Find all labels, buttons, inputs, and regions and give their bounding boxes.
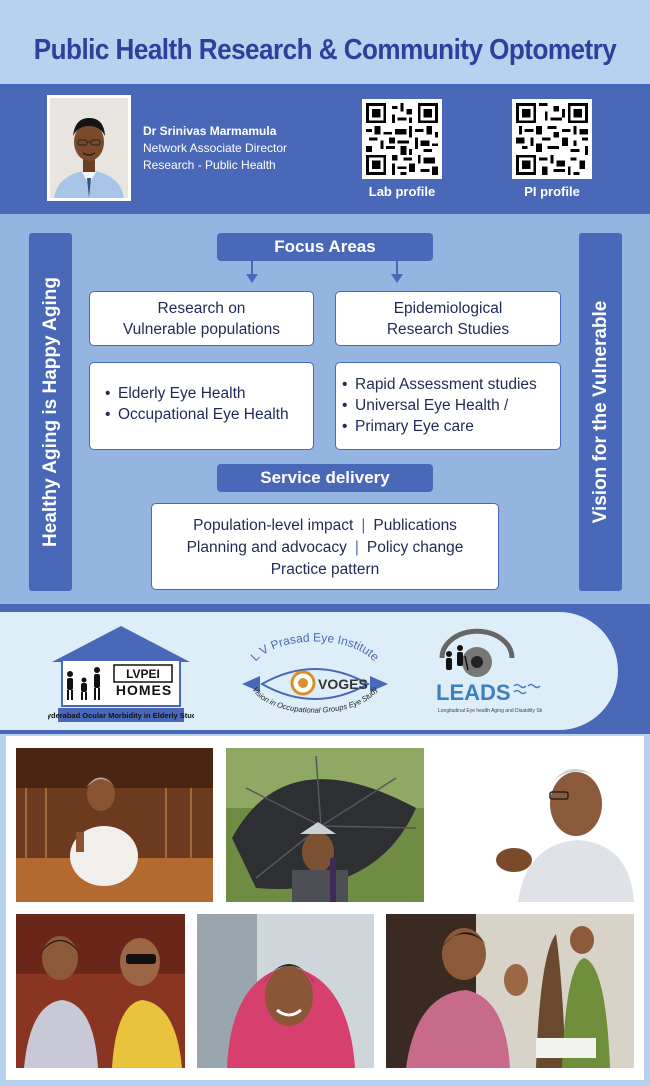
service-item: Policy change — [366, 539, 464, 556]
separator: | — [361, 517, 366, 534]
focus-box-line: Research on — [157, 299, 246, 317]
service-line: Planning and advocacy | Policy change — [152, 537, 498, 559]
qr-icon — [366, 103, 438, 175]
arrow-down-icon — [391, 261, 403, 283]
pi-profile-label: PI profile — [524, 184, 580, 199]
leads-sub-text: Longitudinal Eye health Aging and Disabi… — [438, 708, 542, 714]
service-line: Practice pattern — [152, 559, 498, 581]
list-item: Occupational Eye Health — [105, 404, 313, 425]
leads-logo: LEADS Longitudinal Eye health Aging and … — [436, 628, 542, 714]
homes-main-text: HOMES — [116, 682, 172, 698]
weaver-photo — [16, 748, 213, 902]
left-banner-text: Healthy Aging is Happy Aging — [39, 277, 61, 547]
service-item: Population-level impact — [193, 517, 354, 534]
pi-dept: Research - Public Health — [143, 158, 276, 172]
elderly-man-photo — [438, 748, 634, 902]
pi-role: Network Associate Director — [143, 141, 288, 155]
eye-test-photo — [386, 914, 634, 1068]
list-item: Universal Eye Health / — [342, 395, 560, 416]
homes-caption: Hyderabad Ocular Morbidity in Elderly St… — [48, 711, 194, 720]
focus-areas-heading: Focus Areas — [217, 233, 433, 261]
service-line: Population-level impact | Publications — [152, 515, 498, 537]
service-delivery-box: Population-level impact | Publications Pla… — [151, 503, 499, 590]
homes-top-text: LVPEI — [126, 667, 160, 681]
focus-box-line: Vulnerable populations — [122, 320, 281, 338]
focus-box-line: Epidemiological — [393, 299, 503, 317]
left-side-banner: Healthy Aging is Happy Aging — [29, 233, 72, 591]
voges-logo: L V Prasad Eye Institute VOGES Vision in… — [242, 632, 388, 715]
service-delivery-heading: Service delivery — [217, 464, 433, 492]
pi-qr-code[interactable] — [512, 99, 592, 179]
focus-box-line: Research Studies — [386, 320, 510, 338]
separator: | — [354, 539, 359, 556]
service-item: Practice pattern — [270, 561, 380, 578]
focus-box-epidemiological: Epidemiological Research Studies — [335, 291, 561, 346]
pi-name: Dr Srinivas Marmamula — [143, 124, 277, 138]
pi-photo — [47, 95, 131, 201]
page-title: Public Health Research & Community Optom… — [33, 34, 617, 66]
voges-main-text: VOGES — [318, 676, 368, 692]
eyewear-photo — [16, 914, 185, 1068]
list-item-continued: Primary Eye care — [342, 416, 560, 437]
lab-profile-label: Lab profile — [368, 184, 436, 199]
leads-main-text: LEADS — [436, 680, 511, 705]
arrow-down-icon — [246, 261, 258, 283]
list-item: Rapid Assessment studies — [342, 374, 560, 395]
umbrella-photo — [226, 748, 424, 902]
lab-qr-code[interactable] — [362, 99, 442, 179]
portrait-image — [50, 98, 128, 198]
focus-list-rapid: Rapid Assessment studies Universal Eye H… — [335, 362, 561, 450]
focus-list-elderly: Elderly Eye Health Occupational Eye Heal… — [89, 362, 314, 450]
homes-logo: LVPEI HOMES Hyderabad Ocular Morbidity i… — [48, 626, 194, 722]
service-item: Publications — [373, 517, 457, 534]
smiling-woman-photo — [197, 914, 374, 1068]
qr-icon — [516, 103, 588, 175]
service-item: Planning and advocacy — [186, 539, 347, 556]
focus-box-vulnerable: Research on Vulnerable populations — [89, 291, 314, 346]
voges-arc-text: L V Prasad Eye Institute — [248, 632, 382, 664]
list-item: Elderly Eye Health — [105, 383, 313, 404]
right-banner-text: Vision for the Vulnerable — [589, 300, 611, 524]
svg-text:L V Prasad Eye Institute: L V Prasad Eye Institute — [248, 632, 382, 664]
right-side-banner: Vision for the Vulnerable — [579, 233, 622, 591]
